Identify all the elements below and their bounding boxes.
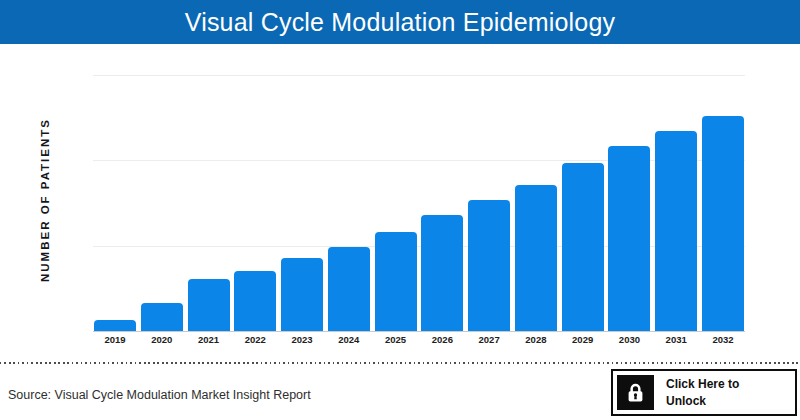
bar-2023	[281, 258, 323, 331]
bar-2022	[234, 271, 276, 331]
x-axis-label-2019: 2019	[94, 334, 136, 345]
bar-2031	[655, 131, 697, 331]
bar-2025	[375, 232, 417, 331]
x-axis-label-2020: 2020	[141, 334, 183, 345]
x-axis-label-2023: 2023	[281, 334, 323, 345]
plot-area	[93, 75, 745, 332]
x-axis-label-2028: 2028	[515, 334, 557, 345]
bar-2021	[188, 279, 230, 331]
x-axis-label-2032: 2032	[702, 334, 744, 345]
x-axis-label-2027: 2027	[468, 334, 510, 345]
bar-2029	[562, 163, 604, 331]
x-axis-label-2022: 2022	[234, 334, 276, 345]
bar-2019	[94, 320, 136, 331]
x-axis-label-2024: 2024	[328, 334, 370, 345]
dotted-divider	[0, 362, 800, 364]
x-axis-label-2021: 2021	[188, 334, 230, 345]
epidemiology-chart-page: Visual Cycle Modulation Epidemiology NUM…	[0, 0, 800, 420]
unlock-button-label: Click Here to Unlock	[654, 375, 791, 410]
bar-2024	[328, 247, 370, 331]
bar-2028	[515, 185, 557, 331]
x-axis-labels: 2019 2020 2021 2022 2023 2024 2025 2026 2027 2028…	[94, 334, 744, 345]
bar-2026	[421, 215, 463, 331]
x-axis-label-2029: 2029	[562, 334, 604, 345]
x-axis-label-2025: 2025	[375, 334, 417, 345]
source-text: Source: Visual Cycle Modulation Market I…	[8, 388, 311, 402]
x-axis-label-2031: 2031	[655, 334, 697, 345]
x-axis-label-2026: 2026	[421, 334, 463, 345]
y-axis-title: NUMBER OF PATIENTS	[39, 118, 51, 282]
lock-icon	[617, 375, 654, 410]
bar-series	[94, 75, 744, 331]
unlock-button[interactable]: Click Here to Unlock	[611, 369, 797, 416]
page-title: Visual Cycle Modulation Epidemiology	[185, 8, 616, 37]
bar-2020	[141, 303, 183, 331]
bar-2027	[468, 200, 510, 331]
bar-2032	[702, 116, 744, 331]
x-axis-label-2030: 2030	[608, 334, 650, 345]
chart-header: Visual Cycle Modulation Epidemiology	[0, 0, 800, 44]
bar-2030	[608, 146, 650, 331]
